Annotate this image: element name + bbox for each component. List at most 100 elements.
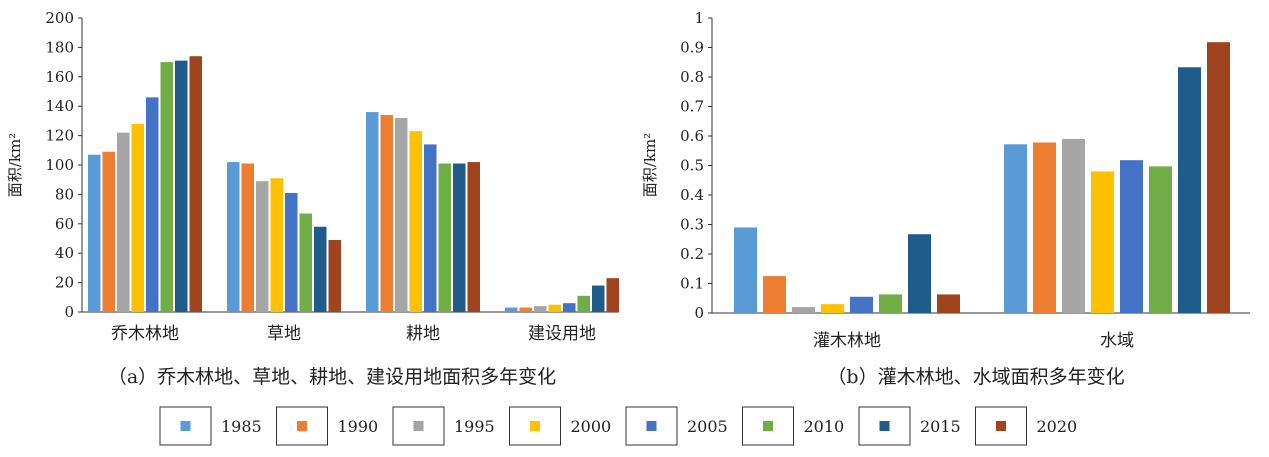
bar-2010-乔木林地: [160, 62, 173, 312]
y-tick-label: 0.9: [680, 39, 704, 57]
y-axis-label: 面积/km²: [6, 133, 24, 197]
legend-box-1995: [392, 406, 445, 446]
bar-2015-水域: [1178, 67, 1201, 313]
bar-1990-水域: [1033, 142, 1056, 313]
bar-1995-建设用地: [534, 306, 547, 312]
bar-2000-灌木林地: [821, 304, 844, 313]
legend-label: 2010: [804, 417, 845, 436]
legend-box-2020: [975, 406, 1027, 446]
bar-2020-灌木林地: [937, 294, 960, 313]
bar-2015-建设用地: [592, 285, 605, 312]
bar-2020-草地: [328, 239, 341, 312]
bar-2010-灌木林地: [879, 294, 902, 313]
bar-2005-乔木林地: [146, 97, 159, 312]
bar-2000-耕地: [409, 131, 422, 312]
bar-2000-草地: [270, 178, 283, 312]
legend-box-2010: [742, 406, 794, 446]
y-tick-label: 0.7: [680, 98, 704, 116]
bar-2015-草地: [314, 226, 327, 312]
legend-label: 2005: [687, 417, 728, 436]
bar-1985-草地: [227, 162, 240, 312]
bar-1990-建设用地: [519, 307, 532, 312]
legend-label: 1995: [454, 417, 495, 436]
bar-1995-乔木林地: [117, 132, 130, 312]
bar-2020-建设用地: [606, 278, 619, 312]
legend-label: 1990: [338, 417, 379, 436]
bar-2000-水域: [1091, 171, 1114, 313]
bar-2015-灌木林地: [908, 234, 931, 313]
y-tick-label: 0.6: [680, 127, 704, 145]
category-label: 灌木林地: [813, 331, 881, 351]
panel-caption: （b）灌木林地、水域面积多年变化: [827, 366, 1124, 388]
bar-2005-水域: [1120, 160, 1143, 313]
bar-2015-乔木林地: [175, 60, 188, 312]
category-label: 乔木林地: [111, 324, 179, 344]
legend-swatch-2005: [646, 421, 657, 431]
legend-box-1985: [159, 406, 212, 446]
bar-2010-建设用地: [577, 295, 590, 312]
legend-label: 2015: [920, 417, 961, 436]
bar-1990-草地: [241, 163, 254, 312]
y-tick-label: 0.8: [680, 68, 704, 86]
category-label: 水域: [1100, 331, 1134, 351]
y-axis-label: 面积/km²: [641, 133, 659, 197]
y-tick-label: 140: [45, 97, 74, 115]
legend-swatch-2000: [530, 421, 540, 431]
bar-2005-灌木林地: [850, 296, 873, 313]
legend-swatch-2020: [996, 421, 1006, 431]
legend-label: 1985: [221, 417, 262, 436]
y-tick-label: 180: [45, 38, 74, 56]
bar-2010-水域: [1149, 166, 1172, 313]
legend: 1985 1990 1995 2000 2005 2010 2015 2020: [159, 406, 1078, 446]
y-tick-label: 0.4: [680, 186, 704, 204]
bar-1985-耕地: [366, 112, 379, 312]
bar-2020-耕地: [467, 162, 480, 312]
bar-1985-建设用地: [505, 307, 518, 312]
y-tick-label: 0.1: [680, 275, 704, 293]
bar-2015-耕地: [453, 163, 466, 312]
legend-box-2005: [625, 406, 678, 446]
bar-1985-水域: [1004, 144, 1027, 313]
y-tick-label: 0: [64, 303, 74, 321]
panel-caption: （a）乔木林地、草地、耕地、建设用地面积多年变化: [108, 366, 556, 388]
bar-1995-草地: [256, 181, 269, 312]
legend-swatch-2010: [763, 421, 773, 431]
bar-1995-水域: [1062, 138, 1085, 313]
legend-box-1990: [276, 406, 328, 446]
y-tick-label: 80: [55, 185, 74, 203]
bar-1995-耕地: [395, 117, 408, 313]
bar-1995-灌木林地: [792, 307, 815, 313]
bar-2000-建设用地: [548, 304, 561, 312]
bar-2010-草地: [299, 213, 312, 312]
bar-1990-乔木林地: [102, 151, 115, 312]
y-tick-label: 20: [55, 274, 74, 292]
chart-panel-b: 0 0.1 0.2 0.3 0.4 0.5 0.6 0.7 0.8 0.9 1 面积/km² 灌木林地 水…: [641, 9, 1250, 388]
y-tick-label: 100: [45, 156, 74, 174]
bar-1985-灌木林地: [734, 227, 757, 313]
legend-swatch-1990: [297, 421, 307, 431]
bar-2000-乔木林地: [131, 123, 144, 312]
y-tick-label: 0.5: [680, 157, 704, 175]
legend-swatch-2015: [879, 421, 890, 431]
bar-2020-水域: [1207, 42, 1230, 313]
y-tick-label: 0.3: [680, 216, 704, 234]
bar-2005-耕地: [424, 144, 437, 312]
y-tick-label: 0.2: [680, 245, 704, 263]
legend-swatch-1985: [180, 421, 191, 431]
y-tick-label: 1: [694, 9, 704, 27]
y-tick-label: 120: [45, 127, 74, 145]
category-label: 耕地: [406, 324, 440, 344]
bar-1990-耕地: [380, 115, 393, 313]
bar-1990-灌木林地: [763, 276, 786, 313]
y-tick-label: 0: [694, 304, 704, 322]
chart-panel-a: 0 20 40 60 80 100 120 140 160 180 200 面积/km² 乔木林地 草地 耕…: [6, 9, 619, 388]
legend-box-2000: [509, 406, 561, 446]
category-label: 建设用地: [528, 324, 596, 344]
legend-box-2015: [858, 406, 911, 446]
legend-label: 2020: [1037, 417, 1078, 436]
legend-swatch-1995: [413, 421, 424, 431]
bar-2020-乔木林地: [189, 56, 202, 312]
y-tick-label: 40: [55, 244, 74, 262]
bar-2010-耕地: [438, 163, 451, 312]
